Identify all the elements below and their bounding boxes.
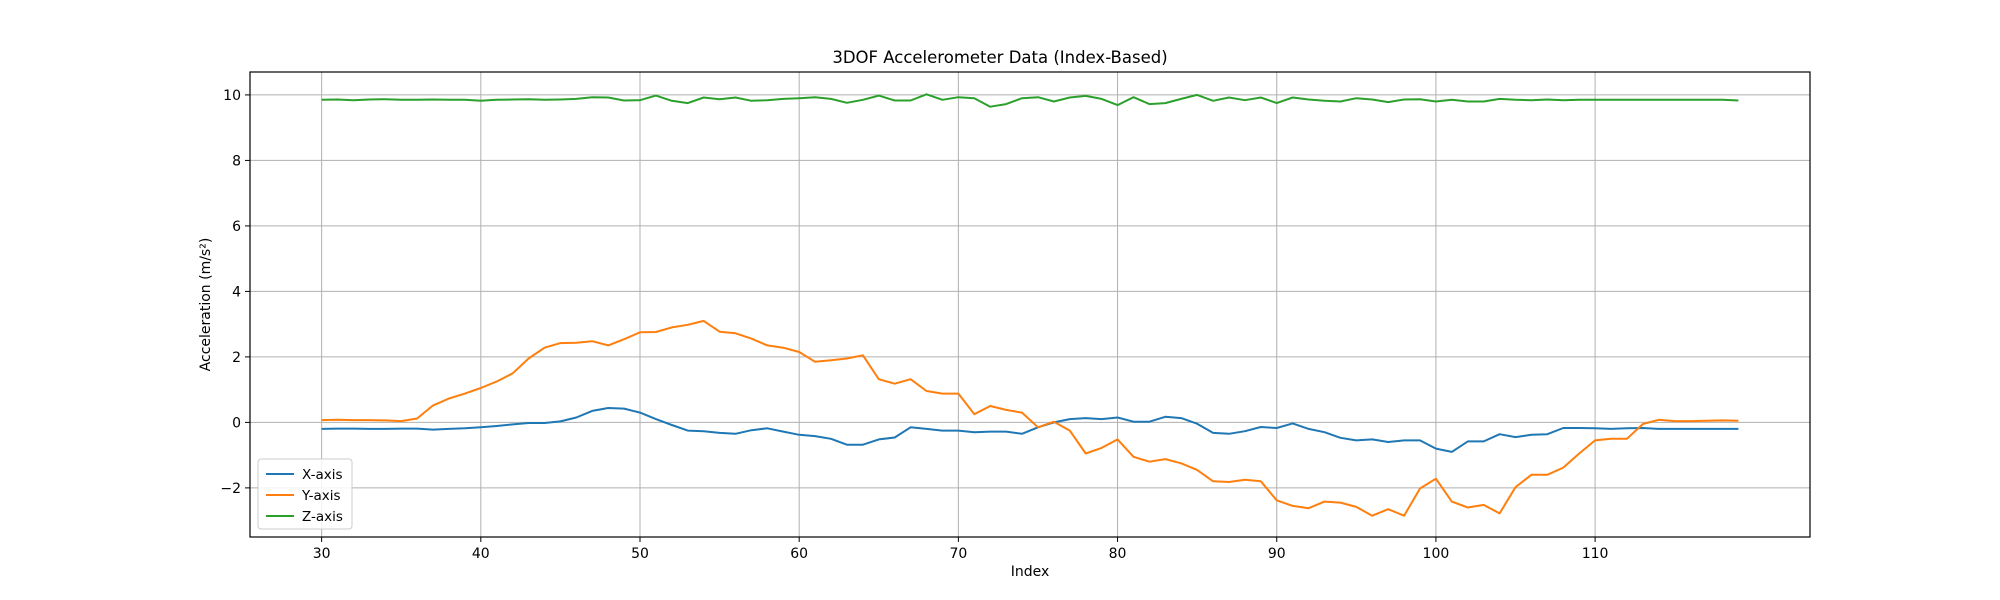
x-tick-label: 90: [1268, 546, 1286, 562]
x-tick-label: 100: [1423, 546, 1450, 562]
series-layer: [321, 93, 1739, 517]
x-tick-label: 50: [631, 546, 649, 562]
legend: X-axis Y-axis Z-axis: [257, 458, 353, 530]
y-tick-label: 2: [232, 350, 241, 366]
legend-label-x-axis: X-axis: [302, 467, 343, 483]
legend-label-y-axis: Y-axis: [301, 488, 341, 504]
legend-box: [257, 458, 353, 530]
legend-label-z-axis: Z-axis: [302, 509, 343, 525]
x-tick-label: 110: [1582, 546, 1609, 562]
series-line-y-axis: [321, 319, 1739, 517]
series-line-x-axis: [321, 407, 1739, 453]
x-axis-label: Index: [1011, 564, 1050, 580]
x-tick-label: 60: [790, 546, 808, 562]
y-tick-label: 10: [223, 88, 241, 104]
y-tick-label: 6: [232, 219, 241, 235]
y-tick-label: 0: [232, 415, 241, 431]
ticks-layer: 30 40 50 60 70 80 90 100 110 −2 0 2 4 6 8 10: [220, 88, 1608, 562]
chart-title: 3DOF Accelerometer Data (Index-Based): [832, 48, 1167, 67]
y-axis-label: Acceleration (m/s²): [198, 238, 214, 372]
y-tick-label: 8: [232, 153, 241, 169]
y-tick-label: −2: [220, 481, 241, 497]
x-tick-label: 80: [1109, 546, 1127, 562]
x-tick-label: 40: [472, 546, 490, 562]
grid-layer: [250, 72, 1810, 537]
series-line-z-axis: [321, 93, 1739, 108]
plot-area-frame: [249, 71, 1811, 538]
x-tick-label: 70: [949, 546, 967, 562]
x-tick-label: 30: [313, 546, 331, 562]
y-tick-label: 4: [232, 284, 241, 300]
